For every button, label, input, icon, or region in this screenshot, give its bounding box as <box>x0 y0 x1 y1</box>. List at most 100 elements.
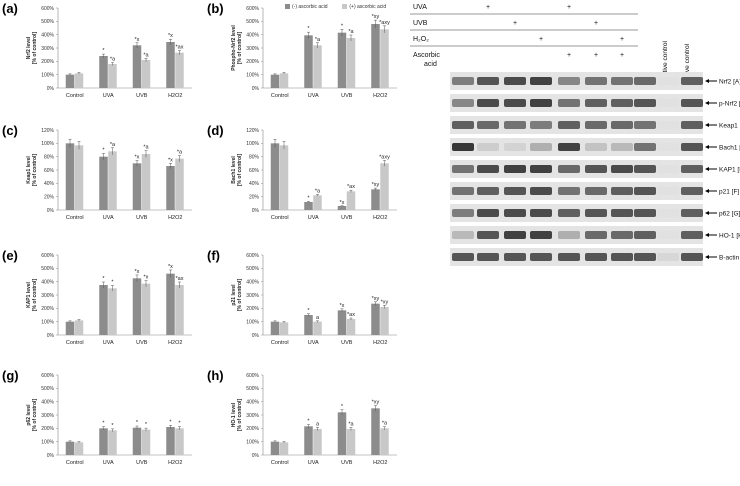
y-tick-label: 0% <box>252 86 260 92</box>
bar <box>380 29 389 88</box>
significance-label: *x <box>168 264 173 270</box>
blot-band <box>634 231 656 239</box>
blot-band <box>657 121 679 129</box>
blot-band <box>657 231 679 239</box>
y-tick-label: 80% <box>249 154 260 160</box>
y-tick-label: 100% <box>246 72 259 78</box>
blot-band <box>530 253 552 261</box>
significance-label: *ax <box>176 276 184 282</box>
treatment-mark: + <box>594 20 598 27</box>
blot-band <box>634 99 656 107</box>
y-axis-label: KAP1 level[% of control] <box>26 279 38 312</box>
chart-legend: (-) ascorbic acid (+) ascorbic acid <box>285 4 386 10</box>
bar <box>175 158 184 210</box>
blot-band <box>634 209 656 217</box>
bar <box>270 321 280 335</box>
blot-band <box>504 143 526 151</box>
band-label: HO-1 [H] <box>719 233 740 240</box>
y-axis-label: p21 level[% of control] <box>231 279 243 312</box>
panel-letter: (d) <box>207 123 224 138</box>
y-tick-label: 600% <box>41 253 54 259</box>
bar <box>346 38 356 88</box>
blot-band <box>611 253 633 261</box>
significance-label: a <box>316 315 320 321</box>
blot-band <box>634 143 656 151</box>
y-tick-label: 400% <box>246 32 259 38</box>
x-tick-label: Control <box>66 460 84 466</box>
bar <box>279 145 289 210</box>
bar <box>270 143 280 210</box>
blot-band <box>657 165 679 173</box>
bar <box>74 320 84 335</box>
treatment-mark: + <box>513 20 517 27</box>
bar <box>74 442 84 455</box>
significance-label: *x <box>168 33 173 39</box>
significance-label: * <box>307 308 310 314</box>
panel-letter: (h) <box>207 368 224 383</box>
y-tick-label: 0% <box>252 208 260 214</box>
x-tick-label: UVA <box>308 93 319 99</box>
y-tick-label: 600% <box>246 253 259 259</box>
y-axis-label: Nrf2 level[% of control] <box>26 32 38 65</box>
blot-band <box>530 165 552 173</box>
blot-band <box>530 187 552 195</box>
y-tick-label: 600% <box>41 373 54 379</box>
significance-label: *x <box>168 157 173 163</box>
y-tick-label: 400% <box>246 399 259 405</box>
significance-label: *ax <box>176 45 184 51</box>
significance-label: *xy <box>372 14 380 20</box>
y-axis-label: Keap1 level[% of control] <box>26 154 38 187</box>
significance-label: *xy <box>372 400 380 406</box>
x-tick-label: H2O2 <box>373 460 387 466</box>
legend-plus: (+) ascorbic acid <box>342 4 386 10</box>
blot-band <box>681 253 703 261</box>
x-tick-label: H2O2 <box>168 460 182 466</box>
bar <box>175 52 184 88</box>
bar <box>141 60 151 88</box>
blot-band <box>585 143 607 151</box>
control-label: Negative control <box>662 40 669 88</box>
blot-band <box>558 143 580 151</box>
arrow-head-icon <box>705 255 709 259</box>
y-tick-label: 300% <box>246 293 259 299</box>
x-tick-label: UVB <box>136 93 148 99</box>
blot-band <box>634 187 656 195</box>
blot-band <box>477 231 499 239</box>
significance-label: * <box>341 404 344 410</box>
x-tick-label: UVA <box>103 460 114 466</box>
bar <box>346 319 356 335</box>
x-tick-label: UVB <box>341 460 353 466</box>
blot-band <box>585 231 607 239</box>
blot-band <box>452 165 474 173</box>
band-label: p62 [G] <box>719 211 740 218</box>
blot-band <box>558 209 580 217</box>
y-axis-label: Phospho-Nrf2 level[% of control] <box>231 25 243 71</box>
legend-minus: (-) ascorbic acid <box>285 4 328 10</box>
y-tick-label: 120% <box>41 128 54 134</box>
blot-band <box>657 187 679 195</box>
blot-band <box>504 209 526 217</box>
band-label: Nrf2 [A] <box>719 79 740 86</box>
bar <box>175 428 184 455</box>
blot-band <box>558 77 580 85</box>
blot-band <box>558 99 580 107</box>
blot-band <box>611 165 633 173</box>
blot-band <box>681 165 703 173</box>
bar <box>132 45 142 88</box>
bar <box>337 32 347 88</box>
x-tick-label: UVA <box>103 340 114 346</box>
blot-band <box>681 143 703 151</box>
blot-band <box>681 187 703 195</box>
bar <box>99 56 108 88</box>
treatment-label: UVB <box>413 20 428 27</box>
arrow-head-icon <box>705 233 709 237</box>
x-tick-label: Control <box>66 215 84 221</box>
bar <box>132 427 142 455</box>
significance-label: * <box>111 423 114 429</box>
bar <box>304 35 313 88</box>
arrow-head-icon <box>705 189 709 193</box>
y-tick-label: 600% <box>41 6 54 12</box>
bar <box>337 412 347 455</box>
y-tick-label: 100% <box>246 319 259 325</box>
bar <box>65 441 75 455</box>
